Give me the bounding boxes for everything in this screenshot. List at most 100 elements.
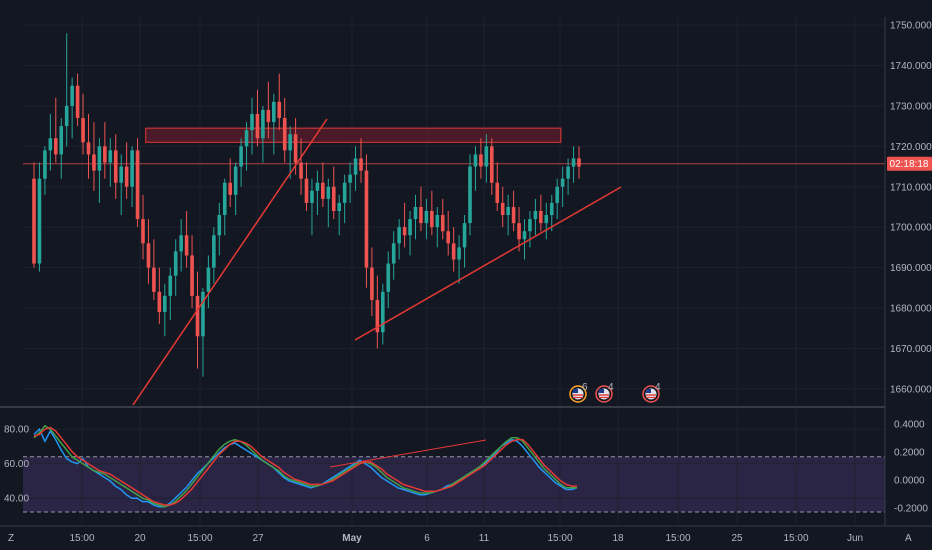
candle[interactable] — [173, 239, 178, 296]
candle[interactable] — [233, 162, 238, 216]
indicator-label[interactable]: Z — [8, 533, 14, 544]
candle[interactable] — [359, 138, 363, 183]
auto-scale-button[interactable]: A — [905, 533, 912, 544]
candle[interactable] — [97, 138, 102, 203]
candle[interactable] — [430, 190, 434, 236]
candle[interactable] — [457, 235, 461, 284]
candle[interactable] — [544, 202, 549, 240]
candle[interactable] — [190, 235, 194, 308]
candle[interactable] — [370, 247, 374, 317]
candle[interactable] — [577, 146, 581, 179]
candle[interactable] — [222, 178, 227, 236]
candle[interactable] — [282, 97, 287, 163]
candle[interactable] — [560, 166, 565, 207]
candle[interactable] — [54, 97, 58, 163]
candle[interactable] — [113, 134, 118, 199]
indicator-right-axis[interactable]: 0.4000 0.2000 0.0000 -0.2000 — [894, 420, 928, 515]
candle[interactable] — [168, 267, 173, 321]
candlestick-series[interactable] — [32, 33, 581, 377]
candle[interactable] — [321, 162, 325, 207]
candle[interactable] — [64, 33, 69, 147]
candle[interactable] — [43, 146, 47, 195]
candle[interactable] — [495, 162, 500, 212]
candle[interactable] — [342, 174, 347, 224]
candle[interactable] — [315, 170, 320, 216]
candle[interactable] — [484, 134, 489, 183]
candle[interactable] — [152, 239, 156, 300]
candle[interactable] — [103, 122, 107, 179]
candle[interactable] — [571, 146, 576, 183]
candle[interactable] — [517, 206, 521, 252]
candle[interactable] — [261, 105, 265, 163]
trendline-rising-1[interactable] — [132, 118, 328, 406]
candle[interactable] — [533, 198, 538, 236]
candle[interactable] — [386, 251, 391, 308]
candle[interactable] — [255, 89, 260, 147]
candle[interactable] — [135, 138, 140, 228]
event-marker-3[interactable]: 4 — [642, 382, 661, 403]
candle[interactable] — [424, 198, 429, 240]
candle[interactable] — [549, 194, 554, 232]
candle[interactable] — [440, 198, 445, 240]
candle[interactable] — [92, 122, 96, 191]
candle[interactable] — [522, 219, 527, 260]
candle[interactable] — [277, 73, 282, 131]
candle[interactable] — [37, 162, 42, 272]
candle[interactable] — [288, 126, 292, 179]
candle[interactable] — [555, 178, 559, 220]
candle[interactable] — [473, 146, 478, 191]
candle[interactable] — [244, 122, 249, 171]
candle[interactable] — [163, 283, 167, 337]
candle[interactable] — [130, 146, 134, 207]
candle[interactable] — [528, 211, 532, 248]
candle[interactable] — [228, 158, 232, 207]
candle[interactable] — [124, 142, 129, 199]
candle[interactable] — [462, 215, 467, 268]
candle[interactable] — [451, 227, 456, 272]
price-axis[interactable]: 1750.000 1740.000 1730.000 1720.000 1710.000… — [890, 21, 932, 396]
candle[interactable] — [446, 211, 450, 256]
candle[interactable] — [217, 202, 222, 256]
candle[interactable] — [479, 138, 483, 179]
candle[interactable] — [468, 154, 472, 236]
candle[interactable] — [310, 178, 314, 236]
candle[interactable] — [157, 267, 162, 325]
candle[interactable] — [490, 138, 494, 195]
candle[interactable] — [304, 162, 309, 212]
candle[interactable] — [566, 158, 570, 195]
candle[interactable] — [539, 194, 543, 232]
candle[interactable] — [75, 73, 80, 127]
divergence-line[interactable] — [329, 439, 487, 468]
candle[interactable] — [32, 162, 36, 268]
candle[interactable] — [435, 206, 440, 248]
candle[interactable] — [375, 275, 380, 349]
candle[interactable] — [195, 271, 200, 369]
candle[interactable] — [179, 219, 183, 272]
candle[interactable] — [511, 190, 516, 232]
candle[interactable] — [48, 114, 53, 171]
candle[interactable] — [119, 154, 123, 216]
resistance-zone[interactable] — [145, 127, 562, 143]
candle[interactable] — [81, 93, 85, 155]
trendline-rising-2[interactable] — [354, 186, 622, 341]
candle[interactable] — [239, 138, 243, 187]
candle[interactable] — [419, 186, 423, 232]
candle[interactable] — [326, 178, 331, 228]
candle[interactable] — [381, 283, 385, 345]
candle[interactable] — [337, 194, 341, 236]
candle[interactable] — [348, 162, 352, 203]
candle[interactable] — [364, 154, 369, 288]
candle[interactable] — [272, 93, 276, 155]
candle[interactable] — [108, 138, 113, 187]
event-marker-2[interactable]: 4 — [595, 382, 614, 403]
candle[interactable] — [391, 231, 396, 280]
candle[interactable] — [266, 81, 271, 139]
candle[interactable] — [299, 138, 303, 195]
candle[interactable] — [397, 219, 401, 260]
candle[interactable] — [86, 114, 91, 179]
candle[interactable] — [331, 166, 336, 220]
candle[interactable] — [408, 211, 412, 256]
candle[interactable] — [59, 118, 64, 179]
time-axis[interactable]: 15:00 20 15:00 27 May 6 11 15:00 18 15:00 25 15:00 J… — [69, 533, 863, 544]
